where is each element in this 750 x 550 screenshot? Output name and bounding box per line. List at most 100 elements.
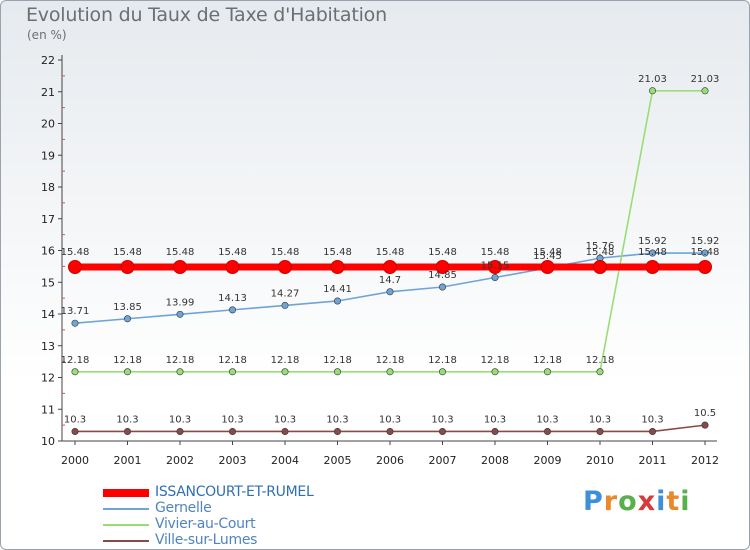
data-label: 15.48 (533, 247, 562, 258)
data-point (491, 273, 499, 281)
data-point (648, 87, 656, 95)
x-tick-label: 2006 (376, 454, 404, 467)
y-tick-label: 14 (41, 308, 55, 321)
data-point (435, 260, 450, 275)
y-tick-label: 20 (41, 118, 55, 131)
data-label: 15.48 (691, 247, 720, 258)
y-tick-label: 16 (41, 245, 55, 258)
y-tick-label: 21 (41, 86, 55, 99)
data-point (438, 368, 446, 376)
data-label: 10.5 (694, 408, 716, 419)
legend-label: Gernelle (155, 500, 212, 516)
data-point (540, 260, 555, 275)
chart-axes: 10 11 12 13 14 15 16 17 18 19 20 21 22 2000 2001 2002 20… (41, 54, 719, 467)
data-point (71, 319, 79, 327)
x-tick-label: 2000 (61, 454, 89, 467)
proxiti-logo: Proxiti (583, 486, 691, 517)
y-tick-label: 22 (41, 54, 55, 67)
data-label: 10.3 (169, 414, 191, 425)
data-label: 12.18 (376, 355, 405, 366)
data-label: 12.18 (323, 355, 352, 366)
data-label: 14.13 (218, 293, 247, 304)
x-tick-label: 2001 (114, 454, 142, 467)
legend-swatch (103, 524, 149, 526)
data-label: 12.18 (61, 355, 90, 366)
data-point (648, 427, 656, 435)
data-label: 21.03 (638, 74, 667, 85)
data-point (543, 427, 551, 435)
data-point (176, 368, 184, 376)
data-label: 15.48 (61, 247, 90, 258)
data-point (71, 427, 79, 435)
data-point (120, 260, 135, 275)
logo-letter: o (618, 486, 638, 517)
line-chart: 10 11 12 13 14 15 16 17 18 19 20 21 22 2000 2001 2002 20… (41, 54, 720, 467)
legend-label: Vivier-au-Court (155, 516, 256, 532)
data-point (124, 368, 132, 376)
series-points (68, 87, 712, 435)
data-label: 15.48 (218, 247, 247, 258)
data-point (701, 87, 709, 95)
data-point (386, 427, 394, 435)
data-point (229, 368, 237, 376)
data-point (648, 249, 656, 257)
data-point (386, 288, 394, 296)
data-point (701, 421, 709, 429)
data-label: 14.7 (379, 275, 401, 286)
x-tick-label: 2009 (534, 454, 562, 467)
series-line-2 (75, 89, 705, 373)
data-label: 10.3 (431, 414, 453, 425)
data-label: 10.3 (221, 414, 243, 425)
data-label: 10.3 (641, 414, 663, 425)
y-tick-label: 18 (41, 181, 55, 194)
data-point (596, 427, 604, 435)
data-point (124, 315, 132, 323)
data-point (386, 368, 394, 376)
chart-subtitle: (en %) (27, 28, 67, 42)
data-point (176, 427, 184, 435)
legend-swatch (103, 540, 149, 542)
data-point (645, 260, 660, 275)
x-tick-label: 2002 (166, 454, 194, 467)
logo-letter: P (583, 486, 604, 517)
data-label: 21.03 (691, 74, 720, 85)
series-labels: 15.48 15.48 15.48 15.48 15.48 15.48 15.48 15.48… (61, 74, 720, 426)
data-label: 14.85 (428, 270, 457, 281)
logo-letter: r (603, 486, 619, 517)
y-tick-label: 19 (41, 149, 55, 162)
data-label: 12.18 (271, 355, 300, 366)
data-label: 15.48 (481, 247, 510, 258)
data-label: 12.18 (586, 355, 615, 366)
y-tick-label: 10 (41, 435, 55, 448)
data-label: 10.3 (589, 414, 611, 425)
logo-letter: i (680, 486, 691, 517)
data-label: 12.18 (481, 355, 510, 366)
data-point (491, 368, 499, 376)
data-label: 14.27 (271, 288, 300, 299)
legend-swatch (103, 489, 149, 497)
data-label: 15.45 (533, 251, 562, 262)
x-tick-label: 2012 (691, 454, 719, 467)
data-label: 10.3 (536, 414, 558, 425)
x-tick-label: 2010 (586, 454, 614, 467)
data-point (596, 368, 604, 376)
data-point (333, 297, 341, 305)
data-point (438, 283, 446, 291)
data-label: 10.3 (379, 414, 401, 425)
y-tick-label: 11 (41, 403, 55, 416)
x-tick-label: 2005 (324, 454, 352, 467)
legend-label: ISSANCOURT-ET-RUMEL (155, 484, 314, 500)
x-tick-label: 2008 (481, 454, 509, 467)
data-label: 15.48 (166, 247, 195, 258)
y-tick-label: 17 (41, 213, 55, 226)
data-label: 10.3 (116, 414, 138, 425)
logo-letter: x (637, 486, 657, 517)
data-label: 15.48 (323, 247, 352, 258)
data-label: 15.15 (481, 260, 510, 271)
legend-swatch (103, 508, 149, 510)
data-label: 10.3 (326, 414, 348, 425)
chart-title: Evolution du Taux de Taxe d'Habitation (26, 4, 387, 26)
data-point (173, 260, 187, 275)
x-tick-label: 2003 (219, 454, 247, 467)
data-label: 15.48 (113, 247, 142, 258)
